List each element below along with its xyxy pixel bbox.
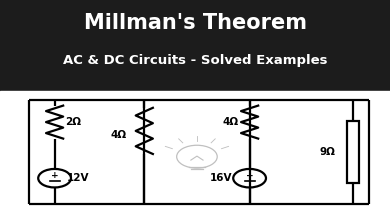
Text: 9Ω: 9Ω	[319, 147, 335, 157]
Text: Millman's Theorem: Millman's Theorem	[83, 13, 307, 33]
Bar	[347, 121, 359, 183]
Text: 16V: 16V	[209, 173, 232, 183]
Text: 4Ω: 4Ω	[223, 117, 239, 127]
Text: AC & DC Circuits - Solved Examples: AC & DC Circuits - Solved Examples	[63, 54, 327, 67]
Text: 12V: 12V	[67, 173, 90, 183]
Bar	[0, 91, 390, 220]
Text: +: +	[246, 171, 254, 180]
Text: 2Ω: 2Ω	[65, 117, 81, 127]
Text: +: +	[51, 171, 58, 180]
Bar	[0, 0, 390, 91]
Text: 4Ω: 4Ω	[111, 130, 127, 140]
